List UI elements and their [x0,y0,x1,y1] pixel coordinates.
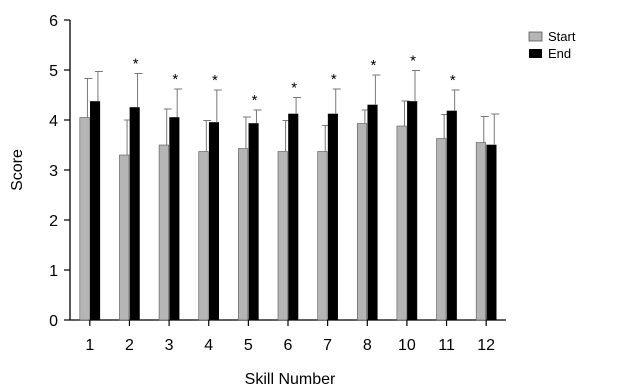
significance-marker: * [172,71,178,88]
legend-swatch-end [529,49,542,58]
bar-start [238,148,249,321]
legend-swatch-start [528,31,543,42]
x-tick-label: 2 [125,337,134,354]
significance-marker: * [450,72,456,89]
y-tick-label: 0 [49,313,58,330]
bar-end [367,104,378,321]
bar-start [436,138,447,321]
significance-marker: * [133,56,139,73]
x-tick-label: 12 [477,337,495,354]
legend-label-start: Start [548,29,576,44]
bar-start [119,154,130,321]
bar-end [208,122,220,321]
significance-marker: * [252,92,258,109]
y-axis-title: Score [9,149,26,191]
x-tick-label: 1 [85,337,94,354]
x-axis-title: Skill Number [245,371,336,388]
bar-start [356,123,368,321]
bar-start [277,151,288,321]
y-tick-label: 5 [49,63,58,80]
bar-end [446,110,457,321]
bar-end [169,117,180,321]
significance-marker: * [371,57,377,74]
bar-start [396,125,407,321]
bar-start [198,151,209,321]
bar-start [475,142,486,321]
y-tick-label: 4 [49,113,58,130]
y-tick-label: 1 [49,263,58,280]
bar-end [327,113,338,321]
bar-end [288,113,299,321]
bar-end [486,144,497,321]
x-tick-label: 5 [244,337,253,354]
x-tick-label: 7 [323,337,332,354]
x-tick-label: 3 [165,337,174,354]
significance-marker: * [291,80,297,97]
bar-start [79,117,90,321]
x-tick-label: 11 [438,337,455,354]
significance-marker: * [212,72,218,89]
x-tick-label: 6 [284,337,293,354]
bar-end [407,101,418,321]
significance-marker: * [331,71,337,88]
bar-start [317,151,328,321]
x-tick-label: 10 [398,337,416,354]
y-tick-label: 2 [49,213,58,230]
x-tick-label: 4 [204,337,213,354]
significance-marker: * [410,53,416,70]
y-tick-label: 3 [49,163,58,180]
legend: Start End [528,29,576,61]
bar-end [129,107,140,321]
legend-label-end: End [548,46,571,61]
x-tick-label: 8 [363,337,372,354]
bar-end [248,123,259,321]
y-tick-label: 6 [49,13,58,30]
bar-end [90,101,101,321]
bar-start [158,144,169,321]
